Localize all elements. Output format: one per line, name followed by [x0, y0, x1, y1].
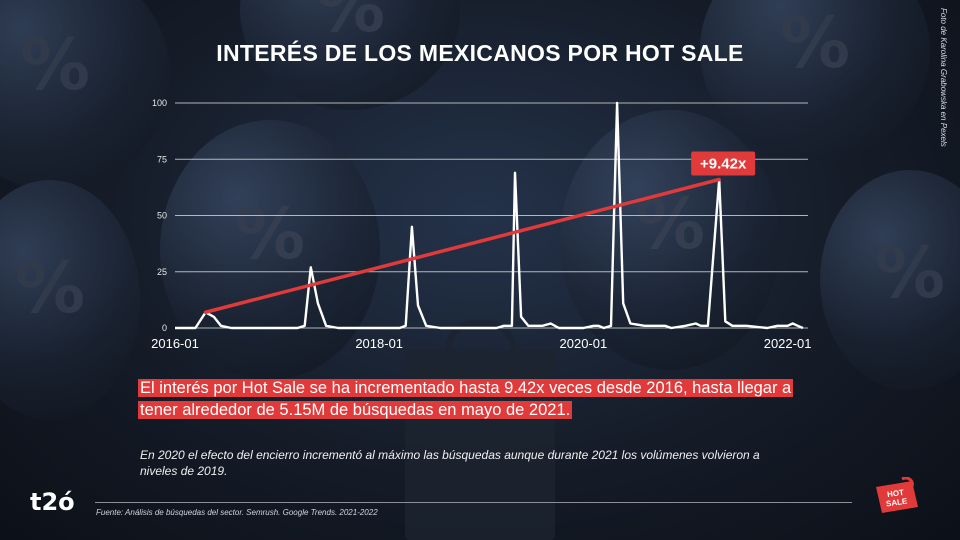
highlight-statement: El interés por Hot Sale se ha incrementa…: [138, 377, 818, 421]
highlight-text: El interés por Hot Sale se ha incrementa…: [138, 379, 794, 419]
balloon-percent-icon: %: [0, 180, 140, 420]
y-tick-label: 25: [157, 267, 167, 277]
hot-sale-logo: HOT SALE: [876, 477, 918, 513]
footer-divider: [95, 502, 852, 503]
source-text: Fuente: Análisis de búsquedas del sector…: [96, 508, 378, 517]
growth-badge-label: +9.42x: [700, 156, 747, 173]
svg-text:SALE: SALE: [885, 496, 908, 508]
y-tick-label: 75: [157, 154, 167, 164]
y-tick-label: 50: [157, 211, 167, 221]
x-tick-label: 2016-01: [151, 336, 199, 351]
growth-badge: [691, 151, 756, 176]
y-tick-label: 100: [152, 98, 167, 108]
note-text: En 2020 el efecto del encierro increment…: [140, 448, 760, 478]
page-title: INTERÉS DE LOS MEXICANOS POR HOT SALE: [216, 40, 744, 66]
t2o-logo: t2ó: [30, 488, 75, 516]
y-tick-label: 0: [162, 323, 167, 333]
x-tick-label: 2020-01: [560, 336, 608, 351]
balloon-percent-icon: %: [820, 170, 960, 390]
trend-line: [203, 177, 721, 314]
balloon-percent-icon: %: [160, 120, 380, 380]
x-tick-label: 2022-01: [764, 336, 812, 351]
x-tick-label: 2018-01: [355, 336, 403, 351]
svg-text:HOT: HOT: [887, 488, 905, 499]
